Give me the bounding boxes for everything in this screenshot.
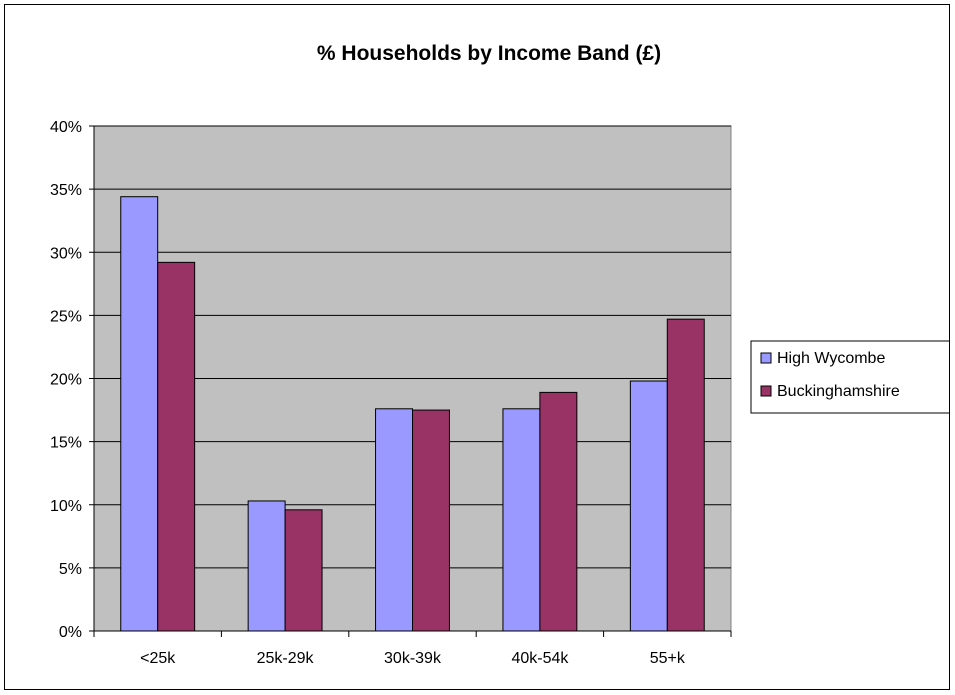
bars xyxy=(120,196,705,632)
x-tick-label: 40k-54k xyxy=(511,650,569,667)
x-tick-label: <25k xyxy=(140,650,176,667)
legend-swatch-high-wycombe xyxy=(760,352,772,364)
y-tick-label: 20% xyxy=(50,372,82,389)
y-tick-label: 25% xyxy=(50,308,82,325)
y-axis-tick-labels: 0% 5% 10% 15% 20% 25% 30% 35% 40% xyxy=(50,119,82,641)
bar-chart: % Households by Income Band (£) 0% 5% 10% 1… xyxy=(50,42,955,667)
chart-title: % Households by Income Band (£) xyxy=(317,42,661,65)
legend-label-buckinghamshire: Buckinghamshire xyxy=(777,383,900,400)
x-tick-label: 25k-29k xyxy=(257,650,315,667)
bar-high-wycombe-2 xyxy=(375,408,413,632)
legend-box xyxy=(750,340,955,414)
bar-high-wycombe-4 xyxy=(629,380,668,632)
chart-frame: % Households by Income Band (£) 0% 5% 10% 1… xyxy=(4,4,955,690)
x-tick-label: 55+k xyxy=(650,650,686,667)
bar-high-wycombe-0 xyxy=(120,196,159,632)
bar-buckinghamshire-3 xyxy=(539,391,578,632)
y-tick-label: 30% xyxy=(50,245,82,262)
axes xyxy=(89,125,732,637)
legend: High Wycombe Buckinghamshire xyxy=(750,340,955,414)
bar-high-wycombe-3 xyxy=(502,408,541,632)
bar-buckinghamshire-2 xyxy=(412,409,450,632)
x-tick-label: 30k-39k xyxy=(384,650,442,667)
bar-buckinghamshire-1 xyxy=(284,509,323,632)
y-tick-label: 35% xyxy=(50,182,82,199)
bar-high-wycombe-1 xyxy=(247,500,286,632)
legend-swatch-buckinghamshire xyxy=(760,385,772,397)
y-tick-label: 5% xyxy=(59,561,82,578)
legend-label-high-wycombe: High Wycombe xyxy=(777,350,885,367)
y-tick-label: 10% xyxy=(50,498,82,515)
gridlines xyxy=(94,125,731,569)
y-tick-label: 40% xyxy=(50,119,82,136)
x-axis-tick-labels: <25k 25k-29k 30k-39k 40k-54k 55+k xyxy=(140,650,686,667)
bar-buckinghamshire-0 xyxy=(157,261,196,632)
bar-buckinghamshire-4 xyxy=(666,318,705,632)
y-tick-label: 0% xyxy=(59,624,82,641)
y-tick-label: 15% xyxy=(50,435,82,452)
